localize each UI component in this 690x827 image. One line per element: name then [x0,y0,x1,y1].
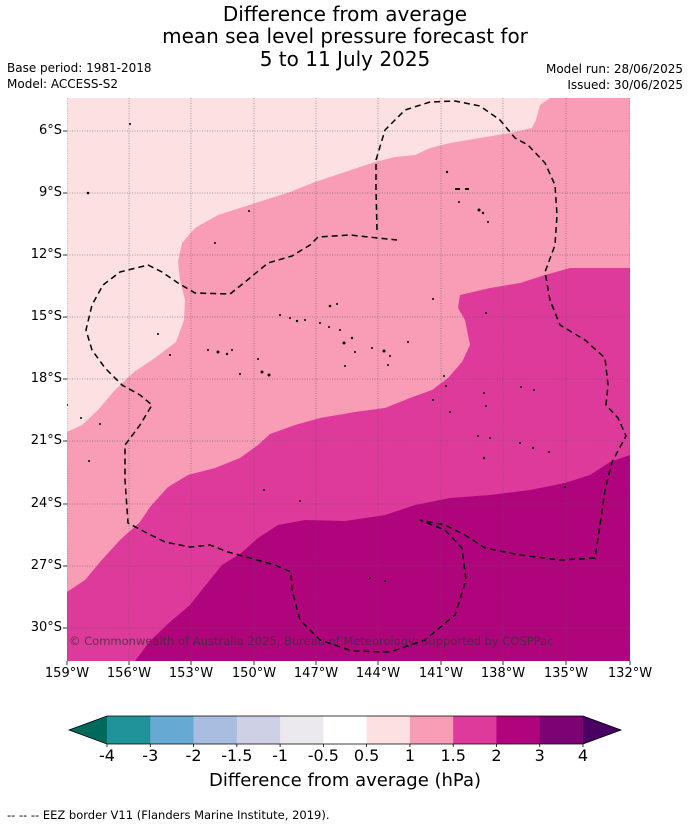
colorbar-swatch [539,716,584,744]
issued-date: Issued: 30/06/2025 [567,78,683,92]
model-run: Model run: 28/06/2025 [545,62,683,76]
title-line-2: mean sea level pressure forecast for [162,24,528,48]
colorbar-swatch [280,716,324,744]
lat-label: 30°S [30,620,62,635]
copyright-text: © Commonwealth of Australia 2025, Bureau… [69,634,553,648]
colorbar-tick-label: -4 [99,746,115,765]
meta-right: Model run: 28/06/2025 Issued: 30/06/2025 [546,61,683,93]
band-0p5-1 [67,98,550,432]
colorbar [67,715,623,747]
colorbar-swatch [193,716,238,744]
lat-label: 6°S [38,123,62,138]
axis-ticks [63,130,631,665]
colorbar-swatch [409,716,454,744]
colorbar-extend-low [69,716,107,744]
lon-label: 156°W [106,666,152,681]
lat-label: 9°S [38,185,62,200]
lon-label: 153°W [168,666,214,681]
lon-label: 159°W [44,666,90,681]
colorbar-extend-high [583,716,621,744]
eez-footnote: -- -- -- EEZ border V11 (Flanders Marine… [7,808,330,822]
lon-label: 147°W [293,666,339,681]
colorbar-tick-label: -1 [272,746,289,765]
lat-label: 18°S [30,371,62,386]
islands [67,123,567,582]
colorbar-tick-label: -3 [142,746,159,765]
lat-label: 27°S [30,558,62,573]
title-line-1: Difference from average [222,2,468,26]
colorbar-tick-label: -0.5 [307,746,339,765]
colorbar-tick-label: 2 [491,746,502,765]
lat-label: 21°S [30,433,62,448]
colorbar-swatch [236,716,281,744]
lon-label: 141°W [418,666,464,681]
colorbar-tick-label: -2 [185,746,202,765]
colorbar-swatch [323,716,368,744]
eez-borders [85,100,627,653]
colorbar-swatch [453,716,497,744]
colorbar-swatch [107,716,151,744]
colorbar-tick-label: -1.5 [221,746,253,765]
colorbar-tick-label: 1 [404,746,415,765]
title-line-3: 5 to 11 July 2025 [259,47,431,71]
model-name: Model: ACCESS-S2 [7,77,119,91]
meta-left: Base period: 1981-2018 Model: ACCESS-S2 [7,60,152,92]
lon-label: 132°W [607,666,653,681]
lon-label: 144°W [355,666,401,681]
colorbar-title: Difference from average (hPa) [208,770,482,791]
map-field: © Commonwealth of Australia 2025, Bureau… [67,98,630,661]
lon-label: 135°W [543,666,589,681]
lat-label: 15°S [30,309,62,324]
lon-label: 138°W [480,666,526,681]
band-1-1p5 [67,98,630,592]
colorbar-swatch [150,716,195,744]
colorbar-swatch [366,716,411,744]
colorbar-swatch [496,716,541,744]
colorbar-tick-label: 1.5 [440,746,466,765]
lon-label: 150°W [231,666,277,681]
base-period: Base period: 1981-2018 [7,61,152,75]
lat-label: 12°S [30,247,62,262]
colorbar-tick-label: 0.5 [353,746,380,765]
lat-label: 24°S [30,496,62,511]
colorbar-tick-label: 3 [534,746,545,765]
colorbar-tick-label: 4 [577,746,589,765]
